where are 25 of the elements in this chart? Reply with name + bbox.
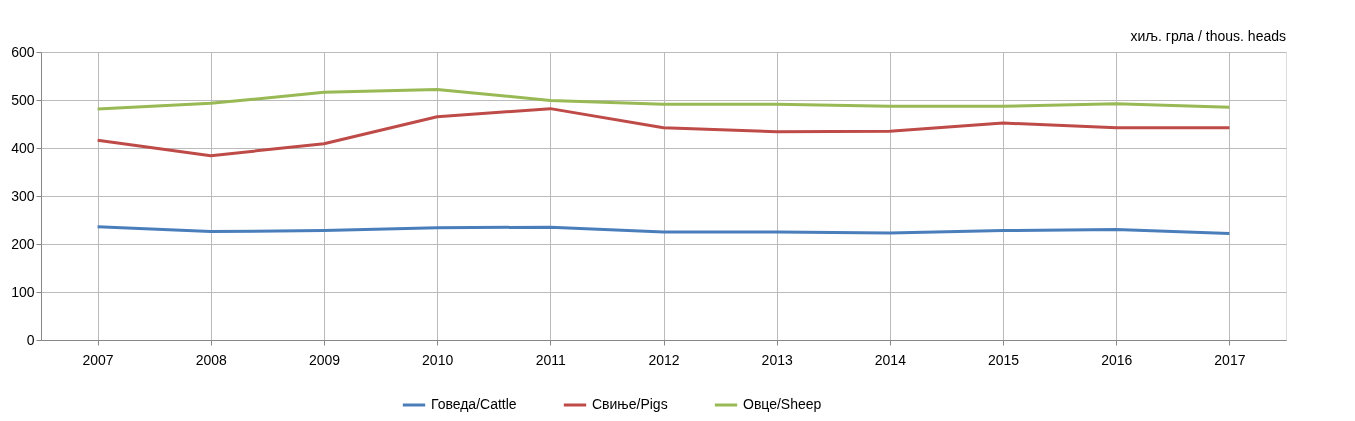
x-tick-label: 2008 <box>195 351 228 368</box>
y-tick-label: 100 <box>11 283 35 300</box>
x-tick-label: 2013 <box>761 351 793 368</box>
x-tick-label: 2010 <box>422 351 454 368</box>
x-tick-label: 2007 <box>82 351 114 368</box>
line-series <box>96 107 1231 158</box>
x-tick-label: 2017 <box>1214 351 1246 368</box>
legend-label: Овце/Sheep <box>743 396 822 412</box>
y-tick-label: 500 <box>11 91 35 108</box>
y-tick-label: 600 <box>11 43 35 60</box>
y-tick-label: 400 <box>11 139 35 156</box>
y-tick-label: 300 <box>11 187 35 204</box>
x-tick-label: 2016 <box>1101 351 1133 368</box>
legend-label: Свиње/Pigs <box>592 396 668 412</box>
x-tick-label: 2011 <box>535 351 567 368</box>
x-tick-label: 2009 <box>308 351 341 368</box>
y-tick-label: 0 <box>26 331 35 348</box>
text: хиљ. грла / thous. heads <box>1130 28 1286 44</box>
legend-label: Говеда/Cattle <box>431 396 517 412</box>
line-series <box>96 87 1231 111</box>
x-tick-label: 2012 <box>648 351 680 368</box>
line-series <box>96 225 1231 235</box>
x-tick-label: 2015 <box>987 351 1020 368</box>
y-tick-label: 200 <box>11 235 35 252</box>
x-tick-label: 2014 <box>874 351 907 368</box>
